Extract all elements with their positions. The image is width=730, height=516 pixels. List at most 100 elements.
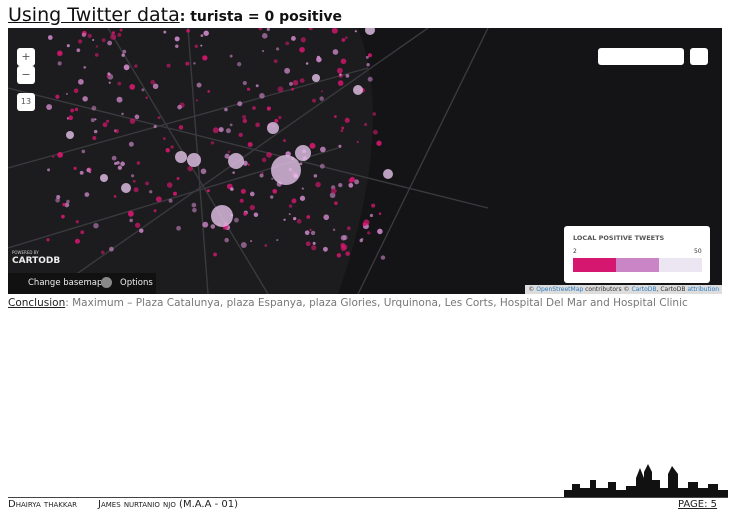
map-dot — [336, 67, 343, 74]
map-dot — [87, 33, 92, 39]
map-dot — [108, 81, 111, 84]
map-dot — [107, 72, 111, 76]
map-dot — [362, 222, 367, 226]
map-dot — [55, 197, 60, 203]
map-dot — [261, 33, 268, 39]
map-dot — [66, 131, 74, 139]
map-dot — [75, 220, 79, 224]
map-dot — [78, 39, 83, 44]
map-dot — [340, 235, 347, 241]
map-dot — [81, 149, 86, 154]
attr-link[interactable]: OpenStreetMap — [536, 286, 584, 293]
map-dot — [141, 88, 145, 92]
map-dot — [300, 37, 306, 43]
map-dot — [262, 49, 265, 53]
map-dot — [165, 148, 170, 153]
map-dot — [353, 85, 363, 95]
map-dot — [299, 162, 303, 166]
map-dot — [46, 104, 53, 110]
zoom-in[interactable]: + — [17, 48, 35, 66]
map-dot — [309, 142, 316, 149]
map-dot — [305, 241, 311, 247]
conclusion-label: Conclusion — [8, 297, 66, 309]
map-dot — [210, 141, 215, 145]
change-basemap[interactable]: Change basemap — [28, 278, 103, 288]
map-dot — [378, 212, 382, 215]
search-box[interactable] — [598, 48, 684, 65]
map-dot — [225, 128, 231, 134]
legend-min: 2 — [573, 248, 577, 255]
map-dot — [383, 169, 393, 179]
subtitle: : turista = 0 positive — [179, 9, 343, 25]
map-dot — [100, 250, 105, 255]
map-dot — [293, 216, 297, 221]
road — [8, 67, 369, 169]
map-dot — [242, 80, 247, 86]
map-dot — [196, 82, 202, 88]
map-dot — [206, 189, 210, 193]
map-dot — [242, 118, 248, 124]
map-dot — [110, 33, 117, 40]
map-dot — [57, 61, 62, 66]
map-dot — [70, 108, 75, 113]
map-dot — [76, 48, 81, 53]
map-dot — [74, 107, 79, 112]
map-dot — [117, 81, 122, 86]
map-dot — [313, 174, 318, 178]
map-dot — [200, 34, 204, 37]
map-dot — [65, 92, 69, 95]
map-dot — [272, 188, 278, 194]
zoom-out[interactable]: − — [17, 66, 35, 84]
map-dot — [213, 252, 217, 257]
map-dot — [149, 190, 153, 194]
map-dot — [247, 163, 250, 166]
map-dot — [364, 123, 368, 127]
map-dot — [95, 45, 99, 48]
map-dot — [341, 244, 348, 250]
map-dot — [74, 238, 81, 244]
attr-link[interactable]: attribution — [687, 286, 719, 293]
map-dot — [112, 31, 115, 35]
share-button[interactable] — [690, 48, 708, 65]
map-dot — [129, 84, 136, 90]
map-dot — [283, 139, 286, 143]
map-dot — [284, 67, 291, 74]
map-dot — [47, 35, 53, 40]
map-dot — [292, 79, 299, 86]
attr-link[interactable]: CartoDB — [631, 286, 657, 293]
legend-max: 50 — [694, 248, 702, 255]
map-dot — [116, 96, 123, 103]
map-dot — [345, 74, 350, 78]
map-dot — [61, 214, 65, 219]
map-dot — [121, 183, 131, 193]
legend-swatch — [616, 258, 659, 272]
map-dot — [47, 168, 51, 172]
map-dot — [123, 64, 130, 71]
map-dot — [229, 54, 233, 58]
options-icon — [101, 277, 112, 288]
map-dot — [207, 90, 211, 93]
road — [8, 87, 489, 209]
conclusion: Conclusion: Maximum – Plaza Catalunya, p… — [8, 297, 688, 309]
map-dot — [90, 118, 95, 123]
map-dot — [309, 228, 312, 232]
map-dot — [296, 218, 302, 224]
map-dot — [185, 61, 190, 66]
map-dot — [127, 210, 134, 217]
map-dot — [134, 64, 138, 68]
map-dot — [82, 96, 88, 102]
map-dot — [119, 28, 123, 32]
attr-text: contributors © — [585, 286, 630, 293]
map-dot — [194, 44, 198, 48]
options[interactable]: Options — [120, 278, 153, 288]
map-dot — [153, 124, 157, 129]
map-dot — [93, 129, 98, 134]
map-dot — [247, 142, 253, 148]
map-dot — [191, 202, 197, 208]
title: Using Twitter data — [8, 4, 180, 26]
map-dot — [340, 58, 347, 65]
map-dot — [377, 228, 383, 235]
map-dot — [134, 114, 140, 120]
brand: CARTODB — [12, 256, 61, 266]
map-dot — [240, 242, 247, 248]
